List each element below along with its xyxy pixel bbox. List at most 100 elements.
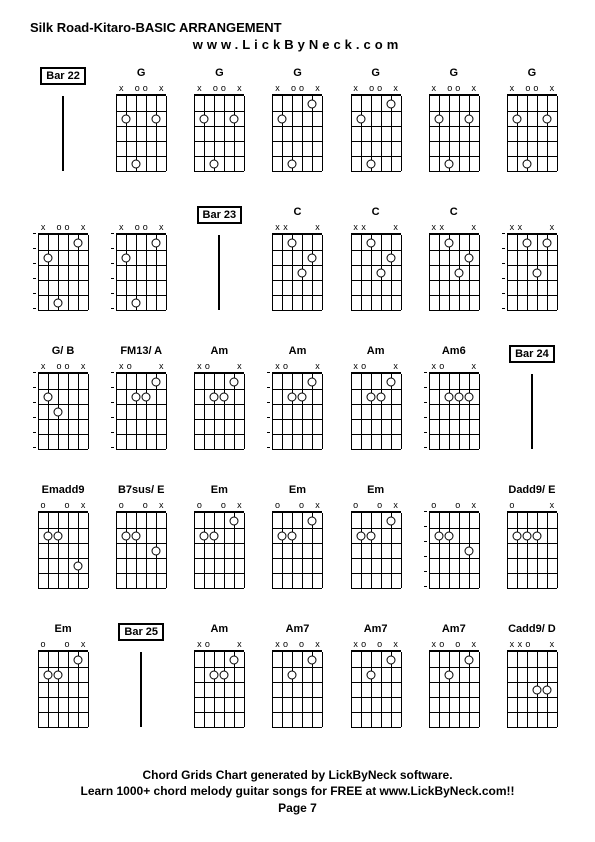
finger-dot: [220, 670, 229, 679]
chord-grid: Bar 22GxooxGxooxGxooxGxooxGxooxGxooxxoox…: [30, 67, 565, 727]
finger-dot: [44, 531, 53, 540]
finger-dot: [386, 655, 395, 664]
chord-diagram: xxx: [507, 223, 557, 310]
finger-dot: [308, 99, 317, 108]
chord-label: Am6: [442, 345, 466, 359]
chord-cell: Dadd9/ Eox: [499, 484, 565, 588]
finger-dot: [122, 114, 131, 123]
finger-dot: [298, 268, 307, 277]
finger-dot: [366, 392, 375, 401]
bar-label: Bar 25: [118, 623, 164, 641]
chord-diagram: xoox: [38, 223, 88, 310]
finger-dot: [454, 268, 463, 277]
finger-dot: [74, 655, 83, 664]
bar-cell: Bar 22: [30, 67, 96, 171]
chord-cell: Emoox: [186, 484, 252, 588]
finger-dot: [434, 531, 443, 540]
finger-dot: [542, 114, 551, 123]
fretboard: [38, 233, 88, 310]
chord-cell: Gxoox: [421, 67, 487, 171]
chord-cell: Cxxx: [421, 206, 487, 310]
finger-dot: [464, 114, 473, 123]
fretboard: [194, 94, 244, 171]
string-markers: xxx: [429, 223, 479, 233]
chord-cell: xoox: [108, 206, 174, 310]
chord-cell: Emoox: [343, 484, 409, 588]
bar-divider: [218, 235, 220, 310]
finger-dot: [386, 253, 395, 262]
chord-diagram: xoox: [116, 84, 166, 171]
chord-label: Em: [211, 484, 228, 498]
chord-cell: Emadd9oox: [30, 484, 96, 588]
finger-dot: [464, 546, 473, 555]
fretboard: [116, 94, 166, 171]
fretboard: [116, 511, 166, 588]
fretboard: [38, 650, 88, 727]
chord-diagram: oox: [429, 501, 479, 588]
chord-cell: Gxoox: [108, 67, 174, 171]
page: Silk Road-Kitaro-BASIC ARRANGEMENT www.L…: [0, 0, 595, 842]
chord-diagram: oox: [351, 501, 401, 588]
chord-label: Am7: [442, 623, 466, 637]
fretboard: [351, 650, 401, 727]
fretboard: [429, 94, 479, 171]
chord-diagram: xoox: [194, 84, 244, 171]
string-markers: ox: [507, 501, 557, 511]
chord-diagram: xox: [429, 362, 479, 449]
finger-dot: [454, 392, 463, 401]
fretboard: [272, 233, 322, 310]
finger-dot: [444, 159, 453, 168]
fretboard: [429, 511, 479, 588]
chord-cell: oox: [421, 484, 487, 588]
finger-dot: [44, 392, 53, 401]
finger-dot: [220, 392, 229, 401]
finger-dot: [308, 655, 317, 664]
finger-dot: [386, 516, 395, 525]
chord-diagram: xxx: [272, 223, 322, 310]
chord-label: Am7: [286, 623, 310, 637]
string-markers: xoox: [116, 84, 166, 94]
chord-label: G: [449, 67, 458, 81]
fretboard: [429, 372, 479, 449]
footer: Chord Grids Chart generated by LickByNec…: [0, 767, 595, 817]
string-markers: xxox: [507, 640, 557, 650]
chord-label: G: [215, 67, 224, 81]
finger-dot: [434, 114, 443, 123]
finger-dot: [278, 531, 287, 540]
chord-diagram: xox: [351, 362, 401, 449]
finger-dot: [230, 516, 239, 525]
chord-diagram: oox: [38, 501, 88, 588]
finger-dot: [200, 531, 209, 540]
fretboard: [38, 511, 88, 588]
fretboard: [507, 233, 557, 310]
string-markers: xoox: [272, 640, 322, 650]
chord-diagram: xox: [272, 362, 322, 449]
chord-label: Am: [210, 623, 228, 637]
bar-cell: Bar 24: [499, 345, 565, 449]
finger-dot: [210, 392, 219, 401]
finger-dot: [132, 298, 141, 307]
finger-dot: [298, 392, 307, 401]
chord-cell: Amxox: [343, 345, 409, 449]
string-markers: xoox: [272, 84, 322, 94]
chord-label: Am7: [364, 623, 388, 637]
finger-dot: [512, 531, 521, 540]
fretboard: [351, 233, 401, 310]
finger-dot: [288, 670, 297, 679]
chord-label: Am: [289, 345, 307, 359]
page-subtitle: www.LickByNeck.com: [30, 37, 565, 52]
chord-diagram: xox: [116, 362, 166, 449]
string-markers: xoox: [429, 84, 479, 94]
fretboard: [351, 372, 401, 449]
finger-dot: [44, 253, 53, 262]
finger-dot: [522, 159, 531, 168]
finger-dot: [152, 238, 161, 247]
string-markers: oox: [38, 501, 88, 511]
chord-label: C: [294, 206, 302, 220]
string-markers: xox: [194, 640, 244, 650]
string-markers: xoox: [429, 640, 479, 650]
chord-cell: Am7 xoox: [264, 623, 330, 727]
finger-dot: [444, 531, 453, 540]
fretboard: [351, 94, 401, 171]
chord-cell: Am7xoox: [343, 623, 409, 727]
